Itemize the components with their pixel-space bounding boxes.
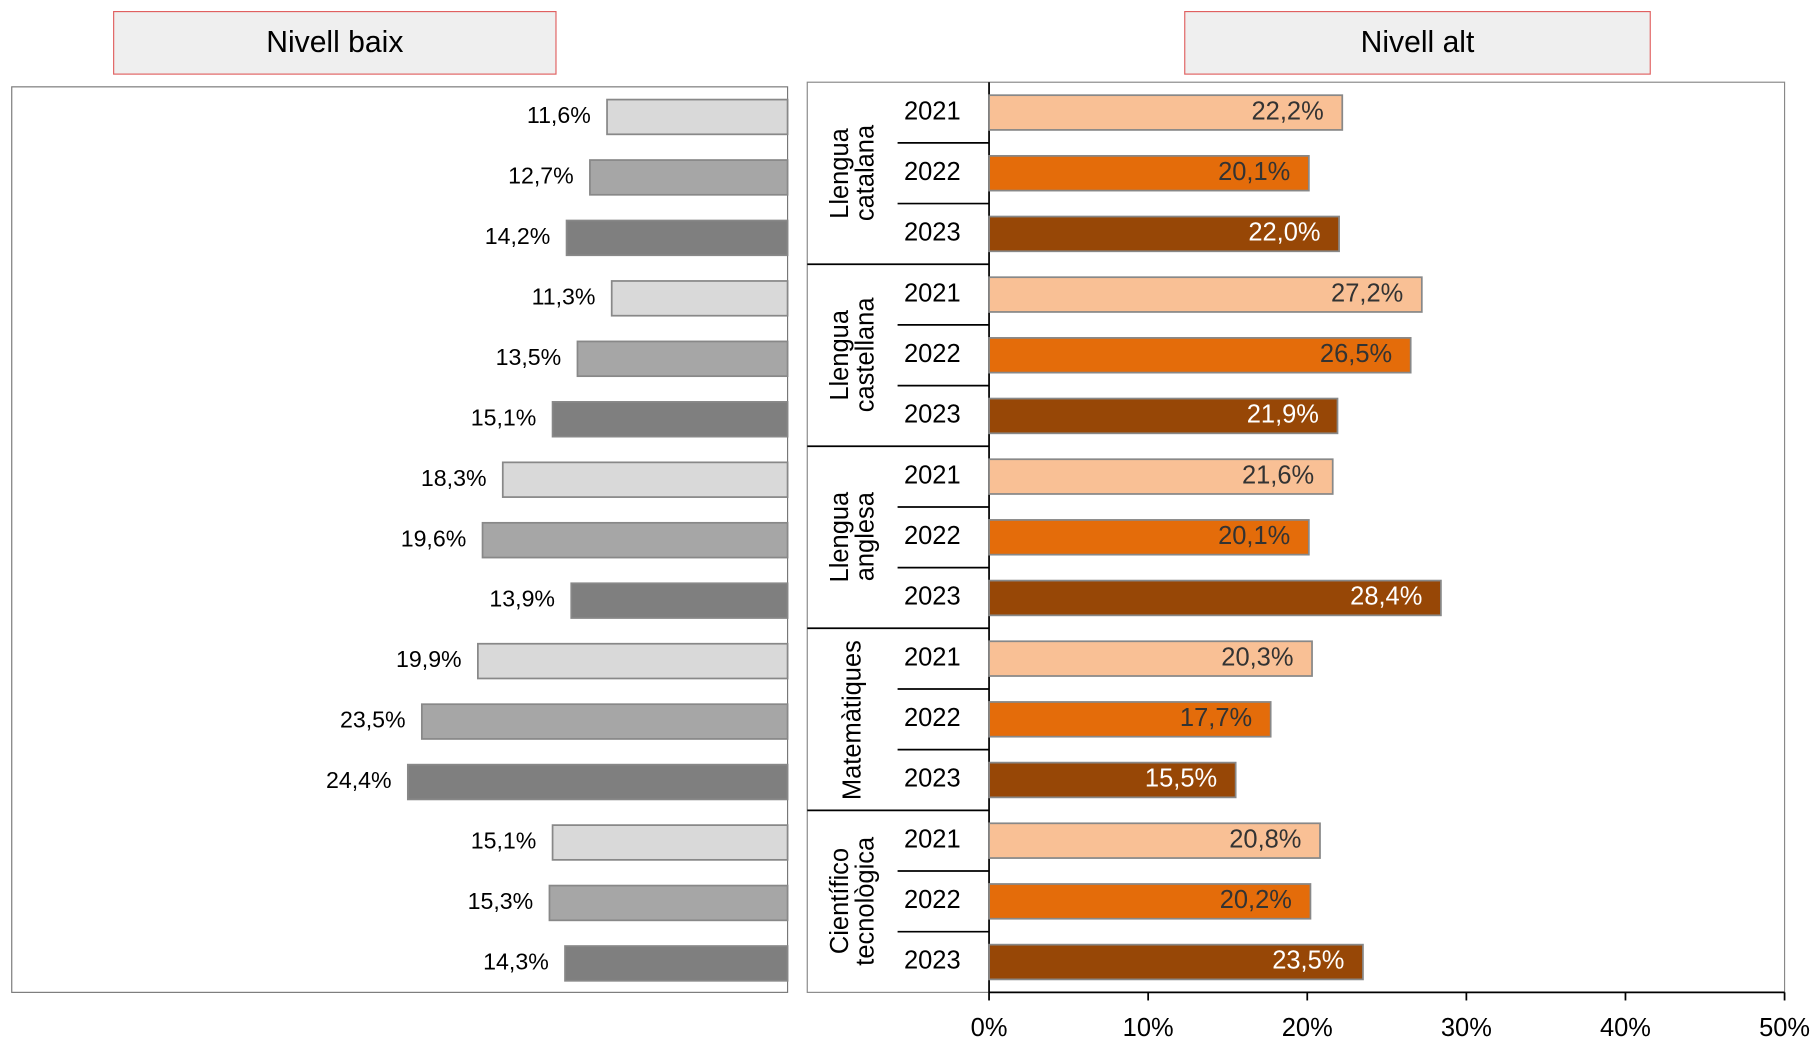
value-label: 13,9% bbox=[489, 586, 555, 612]
bar bbox=[988, 943, 1364, 981]
value-label: 17,7% bbox=[1180, 704, 1252, 732]
year-label: 2023 bbox=[904, 765, 961, 793]
value-label: 15,1% bbox=[471, 828, 537, 854]
value-label: 20,3% bbox=[1221, 643, 1293, 671]
x-tick-label: 30% bbox=[1441, 1014, 1492, 1041]
year-label: 2021 bbox=[904, 825, 961, 853]
bar bbox=[988, 701, 1272, 738]
bar bbox=[406, 763, 789, 801]
bar bbox=[988, 822, 1321, 859]
bar bbox=[988, 519, 1310, 556]
bar bbox=[565, 219, 789, 257]
value-label: 15,5% bbox=[1145, 765, 1217, 793]
group-label-box: Llengua anglesa bbox=[824, 491, 880, 583]
group-label: Científico tecnològica bbox=[824, 836, 880, 966]
value-label: 20,1% bbox=[1218, 158, 1290, 186]
year-label: 2023 bbox=[904, 401, 961, 429]
bar bbox=[988, 397, 1339, 435]
bar bbox=[988, 640, 1313, 677]
bar bbox=[988, 337, 1412, 374]
value-label: 21,9% bbox=[1247, 401, 1319, 429]
bar bbox=[988, 761, 1237, 799]
right-title-box bbox=[1184, 11, 1651, 75]
year-label: 2021 bbox=[904, 97, 961, 125]
group-label-box: Llengua castellana bbox=[824, 297, 880, 413]
value-label: 21,6% bbox=[1242, 461, 1314, 489]
year-label: 2022 bbox=[904, 340, 961, 368]
value-label: 11,6% bbox=[527, 102, 591, 128]
year-label: 2023 bbox=[904, 219, 961, 247]
year-label: 2021 bbox=[904, 279, 961, 307]
value-label: 15,1% bbox=[471, 404, 537, 430]
bar bbox=[481, 521, 789, 559]
group-label: Llengua catalana bbox=[824, 124, 880, 222]
value-label: 19,6% bbox=[401, 525, 467, 551]
bar bbox=[551, 401, 789, 438]
year-label: 2021 bbox=[904, 643, 961, 671]
bar bbox=[988, 579, 1442, 617]
bar bbox=[420, 703, 789, 740]
value-label: 22,2% bbox=[1252, 97, 1324, 125]
value-label: 27,2% bbox=[1331, 279, 1403, 307]
year-label: 2023 bbox=[904, 947, 961, 975]
x-tick-label: 50% bbox=[1759, 1014, 1810, 1041]
bar bbox=[589, 159, 789, 196]
bar bbox=[988, 154, 1310, 192]
bar bbox=[548, 884, 789, 922]
value-label: 28,4% bbox=[1350, 583, 1422, 611]
bar bbox=[606, 98, 789, 136]
x-tick-label: 20% bbox=[1282, 1014, 1333, 1041]
bar bbox=[610, 280, 789, 317]
x-tick-label: 10% bbox=[1123, 1014, 1174, 1041]
bar bbox=[988, 215, 1340, 253]
value-label: 13,5% bbox=[496, 344, 562, 370]
group-label: Llengua anglesa bbox=[824, 491, 880, 583]
year-label: 2021 bbox=[904, 461, 961, 489]
value-label: 26,5% bbox=[1320, 340, 1392, 368]
x-tick-label: 0% bbox=[971, 1014, 1008, 1041]
value-label: 11,3% bbox=[532, 283, 596, 309]
bar bbox=[477, 642, 789, 680]
bar bbox=[564, 945, 789, 982]
value-label: 20,8% bbox=[1229, 825, 1301, 853]
value-label: 15,3% bbox=[468, 888, 534, 914]
value-label: 12,7% bbox=[508, 163, 574, 189]
value-label: 24,4% bbox=[326, 767, 392, 793]
group-label-box: Matemàtiques bbox=[837, 639, 867, 800]
value-label: 22,0% bbox=[1248, 219, 1320, 247]
value-label: 20,1% bbox=[1218, 522, 1290, 550]
bar bbox=[988, 883, 1312, 920]
bar bbox=[576, 340, 789, 378]
value-label: 23,5% bbox=[1272, 947, 1344, 975]
value-label: 14,3% bbox=[483, 949, 549, 975]
group-label-box: Llengua catalana bbox=[824, 124, 880, 222]
year-label: 2022 bbox=[904, 158, 961, 186]
bar bbox=[551, 824, 789, 861]
bar bbox=[501, 461, 789, 498]
bar bbox=[988, 458, 1334, 495]
year-label: 2023 bbox=[904, 583, 961, 611]
year-label: 2022 bbox=[904, 704, 961, 732]
bar bbox=[988, 276, 1423, 313]
bar bbox=[570, 582, 789, 619]
right-title: Nivell alt bbox=[1361, 26, 1475, 59]
value-label: 14,2% bbox=[485, 223, 551, 249]
bar bbox=[988, 94, 1344, 131]
group-label: Matemàtiques bbox=[837, 639, 867, 800]
left-title: Nivell baix bbox=[266, 26, 403, 59]
left-title-box bbox=[113, 11, 557, 75]
group-label-box: Científico tecnològica bbox=[824, 836, 880, 966]
value-label: 20,2% bbox=[1220, 886, 1292, 914]
value-label: 19,9% bbox=[396, 646, 462, 672]
x-tick-label: 40% bbox=[1600, 1014, 1651, 1041]
value-label: 18,3% bbox=[421, 465, 487, 491]
value-label: 23,5% bbox=[340, 707, 406, 733]
year-label: 2022 bbox=[904, 522, 961, 550]
group-label: Llengua castellana bbox=[824, 297, 880, 413]
year-label: 2022 bbox=[904, 886, 961, 914]
